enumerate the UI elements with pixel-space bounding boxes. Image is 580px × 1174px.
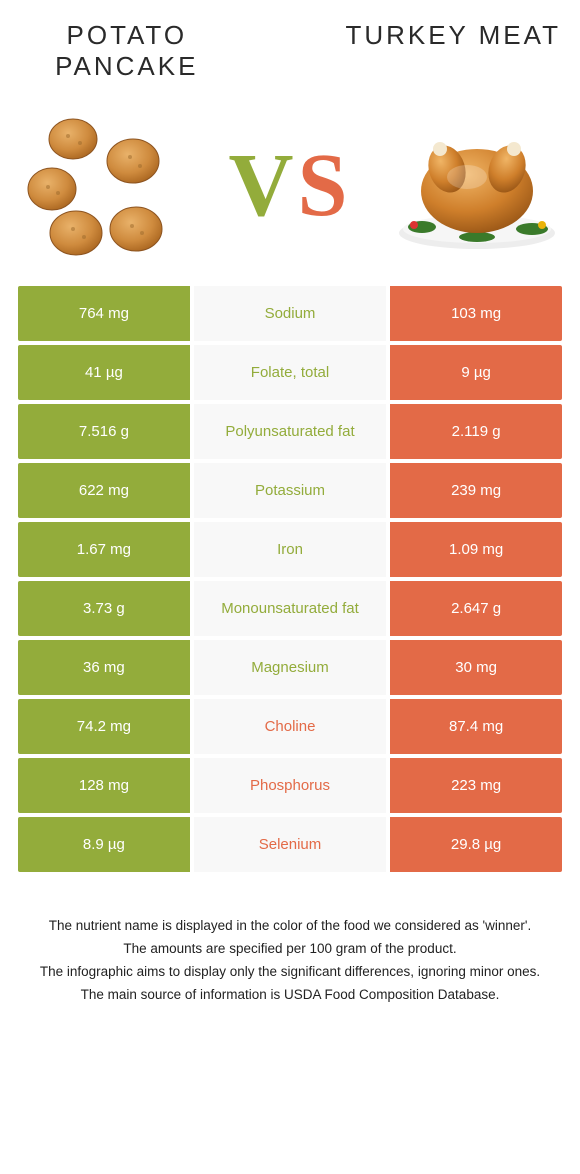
nutrient-name-cell: Selenium [194,817,386,872]
right-value-cell: 87.4 mg [386,699,562,754]
right-value-cell: 2.119 g [386,404,562,459]
table-row: 7.516 gPolyunsaturated fat2.119 g [18,404,562,459]
left-value-cell: 41 µg [18,345,194,400]
left-value-cell: 36 mg [18,640,194,695]
table-row: 128 mgPhosphorus223 mg [18,758,562,813]
table-row: 1.67 mgIron1.09 mg [18,522,562,577]
right-value-cell: 2.647 g [386,581,562,636]
infographic-container: POTATO PANCAKE TURKEY MEAT [0,0,580,1048]
left-value-cell: 7.516 g [18,404,194,459]
comparison-table: 764 mgSodium103 mg41 µgFolate, total9 µg… [18,286,562,872]
right-value-cell: 30 mg [386,640,562,695]
left-value-cell: 3.73 g [18,581,194,636]
table-row: 8.9 µgSelenium29.8 µg [18,817,562,872]
vs-v: V [228,141,297,231]
nutrient-name-cell: Magnesium [194,640,386,695]
footnotes: The nutrient name is displayed in the co… [18,916,562,1006]
table-row: 36 mgMagnesium30 mg [18,640,562,695]
right-value-cell: 1.09 mg [386,522,562,577]
nutrient-name-cell: Choline [194,699,386,754]
left-value-cell: 764 mg [18,286,194,341]
hero-row: VS [18,106,562,266]
left-food-title: POTATO PANCAKE [18,20,236,82]
left-value-cell: 8.9 µg [18,817,194,872]
table-row: 74.2 mgCholine87.4 mg [18,699,562,754]
right-value-cell: 239 mg [386,463,562,518]
left-value-cell: 622 mg [18,463,194,518]
nutrient-name-cell: Monounsaturated fat [194,581,386,636]
title-row: POTATO PANCAKE TURKEY MEAT [18,20,562,82]
nutrient-name-cell: Folate, total [194,345,386,400]
nutrient-name-cell: Iron [194,522,386,577]
footnote-line: The main source of information is USDA F… [26,985,554,1006]
left-value-cell: 1.67 mg [18,522,194,577]
footnote-line: The nutrient name is displayed in the co… [26,916,554,937]
nutrient-name-cell: Phosphorus [194,758,386,813]
nutrient-name-cell: Polyunsaturated fat [194,404,386,459]
nutrient-name-cell: Potassium [194,463,386,518]
right-value-cell: 103 mg [386,286,562,341]
right-food-title: TURKEY MEAT [344,20,562,51]
footnote-line: The infographic aims to display only the… [26,962,554,983]
vs-s: S [297,141,351,231]
right-value-cell: 223 mg [386,758,562,813]
left-value-cell: 128 mg [18,758,194,813]
right-value-cell: 29.8 µg [386,817,562,872]
left-food-illustration [18,111,188,261]
table-row: 41 µgFolate, total9 µg [18,345,562,400]
left-value-cell: 74.2 mg [18,699,194,754]
vs-label: VS [228,141,351,231]
right-value-cell: 9 µg [386,345,562,400]
footnote-line: The amounts are specified per 100 gram o… [26,939,554,960]
table-row: 3.73 gMonounsaturated fat2.647 g [18,581,562,636]
table-row: 622 mgPotassium239 mg [18,463,562,518]
table-row: 764 mgSodium103 mg [18,286,562,341]
right-food-illustration [392,111,562,261]
nutrient-name-cell: Sodium [194,286,386,341]
